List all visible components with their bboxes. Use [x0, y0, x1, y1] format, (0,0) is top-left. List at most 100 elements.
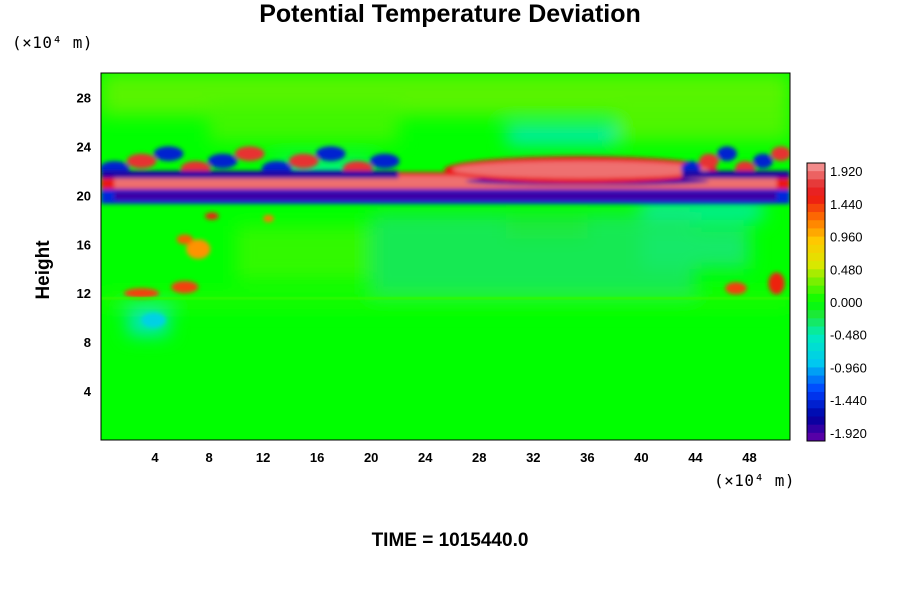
wave-lobe — [234, 146, 265, 162]
wave-lobe — [153, 146, 184, 162]
colorbar-swatch — [807, 351, 825, 360]
colorbar-swatch — [807, 424, 825, 434]
colorbar-swatch — [807, 212, 825, 221]
x-tick-label: 40 — [634, 450, 648, 465]
colorbar-swatch — [807, 383, 825, 393]
warm-patch — [186, 239, 211, 259]
colorbar-swatch — [807, 318, 825, 328]
soft-blob — [506, 213, 588, 239]
wave-lobe — [699, 153, 719, 169]
colorbar-swatch — [807, 285, 825, 295]
sharp-field-layer — [101, 146, 790, 328]
colorbar-swatch — [807, 310, 825, 319]
negative-band — [114, 191, 777, 201]
colorbar-swatch — [807, 203, 825, 213]
colorbar-label: 0.000 — [830, 295, 863, 310]
wave-lobe — [126, 153, 157, 169]
colorbar-swatch — [807, 195, 825, 205]
cool-patch — [141, 312, 166, 328]
streak — [101, 296, 790, 300]
wave-base — [681, 170, 790, 179]
soft-blob — [209, 103, 399, 142]
x-tick-label: 24 — [418, 450, 433, 465]
y-unit-label: (×10⁴ m) — [12, 33, 94, 52]
warm-patch — [768, 272, 785, 295]
colorbar-label: 0.480 — [830, 262, 863, 277]
x-tick-label: 16 — [310, 450, 324, 465]
colorbar-label: -0.960 — [830, 360, 867, 375]
y-tick-label: 4 — [84, 384, 92, 399]
colorbar-swatch — [807, 432, 825, 442]
colorbar-swatch — [807, 367, 825, 377]
colorbar-swatch — [807, 302, 825, 311]
colorbar-label: 1.920 — [830, 164, 863, 179]
soft-blob — [614, 107, 790, 141]
colorbar-swatch — [807, 293, 825, 303]
x-tick-label: 32 — [526, 450, 540, 465]
colorbar-swatch — [807, 359, 825, 368]
x-tick-label: 8 — [205, 450, 212, 465]
warm-patch — [263, 214, 274, 223]
warm-patch — [123, 288, 160, 299]
plot-frame — [100, 72, 791, 441]
colorbar-swatch — [807, 334, 825, 344]
wave-lobe — [288, 153, 319, 169]
colorbar-swatch — [807, 277, 825, 287]
wave-lobe — [369, 153, 400, 169]
colorbar-swatch — [807, 228, 825, 238]
x-tick-label: 44 — [688, 450, 703, 465]
colorbar: 1.920 1.440 0.960 0.480 0.000 -0.480 -0.960 -1.… — [806, 162, 867, 442]
colorbar-swatch — [807, 416, 825, 426]
plot-area — [101, 73, 790, 440]
chart-title: Potential Temperature Deviation — [259, 0, 641, 28]
colorbar-swatch — [807, 244, 825, 254]
time-label: TIME = 1015440.0 — [371, 530, 529, 551]
y-tick-label: 28 — [77, 90, 91, 105]
colorbar-swatch — [807, 236, 825, 246]
colorbar-label: -0.480 — [830, 328, 867, 343]
colorbar-label: 0.960 — [830, 230, 863, 245]
colorbar-swatch — [807, 269, 825, 278]
x-tick-label: 36 — [580, 450, 594, 465]
soft-blob — [101, 294, 790, 306]
x-tick-label: 28 — [472, 450, 486, 465]
warm-patch — [725, 282, 747, 295]
central-positive-cap — [452, 161, 709, 179]
colorbar-label: -1.440 — [830, 393, 867, 408]
wave-lobe — [717, 146, 737, 162]
colorbar-swatch — [807, 261, 825, 270]
colorbar-swatch — [807, 400, 825, 409]
colorbar-swatch — [807, 342, 825, 352]
colorbar-swatch — [807, 179, 825, 189]
wave-lobe — [207, 153, 238, 169]
x-tick-labels: 4 8 12 16 20 24 28 32 36 40 44 48 — [151, 450, 756, 465]
x-tick-label: 48 — [742, 450, 756, 465]
y-tick-label: 12 — [77, 286, 91, 301]
colorbar-swatch — [807, 408, 825, 417]
colorbar-swatch — [807, 187, 825, 197]
x-tick-label: 4 — [151, 450, 159, 465]
y-tick-label: 8 — [84, 335, 91, 350]
warm-patch — [205, 212, 219, 220]
colorbar-label: 1.440 — [830, 197, 863, 212]
wave-base — [101, 170, 399, 179]
soft-blob — [506, 126, 615, 144]
wave-lobe — [315, 146, 346, 162]
colorbar-label: -1.920 — [830, 426, 867, 441]
x-unit-label: (×10⁴ m) — [714, 471, 796, 490]
colorbar-swatch — [807, 220, 825, 229]
colorbar-frame — [806, 162, 826, 442]
x-tick-label: 20 — [364, 450, 378, 465]
y-tick-label: 16 — [77, 237, 91, 252]
y-tick-labels: 4 8 12 16 20 24 28 — [77, 90, 92, 399]
wave-lobe — [771, 146, 790, 162]
colorbar-swatch — [807, 163, 825, 172]
colorbar-swatch — [807, 326, 825, 336]
colorbar-swatch — [807, 171, 825, 180]
warm-patch — [176, 234, 193, 245]
y-tick-label: 20 — [77, 188, 91, 203]
x-tick-label: 12 — [256, 450, 270, 465]
colorbar-swatch — [807, 252, 825, 262]
wave-lobe — [753, 153, 773, 169]
